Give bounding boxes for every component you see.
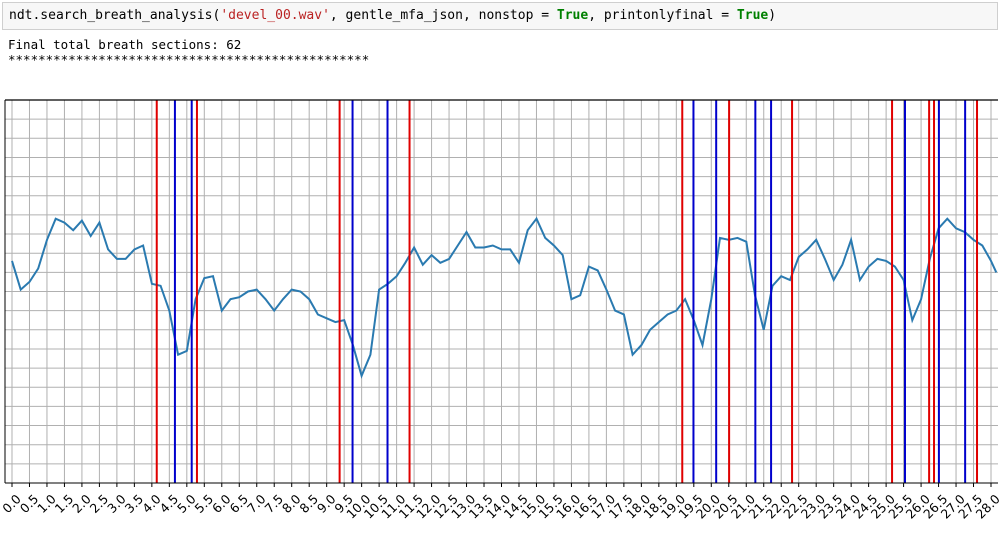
code-token: True [556, 8, 589, 23]
code-cell[interactable]: ndt.search_breath_analysis('devel_00.wav… [2, 2, 998, 30]
line-series [11, 216, 998, 379]
code-token: True [736, 8, 769, 23]
code-token: 'devel_00.wav' [220, 8, 330, 23]
output: Final total breath sections: 62 *********… [8, 37, 369, 67]
code-token: ndt.search_breath_analysis( [9, 8, 221, 23]
output-line: Final total breath sections: 62 [8, 37, 242, 52]
code-token: , printonlyfinal = [588, 8, 737, 23]
code-token: , gentle_mfa_json, nonstop = [329, 8, 557, 23]
code-token: ) [768, 8, 777, 23]
output-line: ****************************************… [8, 52, 370, 67]
